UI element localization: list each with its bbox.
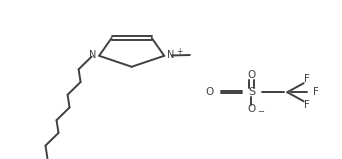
Text: F: F <box>313 87 319 97</box>
Text: O: O <box>247 70 255 80</box>
Text: F: F <box>304 100 310 110</box>
Text: F: F <box>304 75 310 84</box>
Text: O: O <box>247 104 255 114</box>
Text: +: + <box>176 47 182 56</box>
Text: O: O <box>206 87 214 97</box>
Text: S: S <box>248 87 255 97</box>
Text: N: N <box>167 50 174 60</box>
Text: N: N <box>89 50 97 60</box>
Text: −: − <box>258 108 264 117</box>
